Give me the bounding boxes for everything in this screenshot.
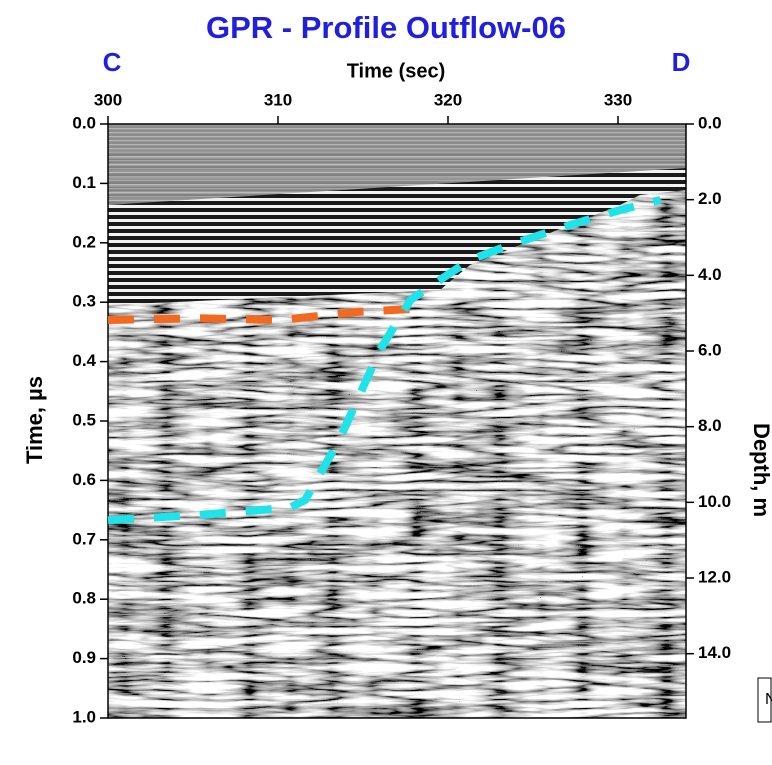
y-tick-label: 0.0 [72, 113, 96, 132]
y2-tick-label: 4.0 [698, 265, 722, 284]
x-axis-title: Time (sec) [347, 60, 446, 82]
y2-tick-label: 14.0 [698, 643, 731, 662]
y2-tick-label: 6.0 [698, 340, 722, 359]
chart-title: GPR - Profile Outflow-06 [206, 10, 566, 45]
y2-tick-label: 0.0 [698, 113, 722, 132]
y-tick-label: 0.6 [72, 470, 96, 489]
y-axis-title: Time, µs [22, 376, 47, 464]
y-tick-label: 0.5 [72, 410, 96, 429]
y-tick-label: 0.4 [72, 351, 96, 370]
y-tick-label: 0.7 [72, 529, 96, 548]
x-tick-label: 310 [264, 90, 292, 109]
annotation: C [103, 47, 122, 77]
y2-tick-label: 8.0 [698, 416, 722, 435]
y-tick-label: 0.2 [72, 232, 96, 251]
y-tick-label: 0.9 [72, 648, 96, 667]
x-tick-label: 330 [604, 90, 632, 109]
y-tick-label: 1.0 [72, 707, 96, 726]
y-tick-label: 0.8 [72, 589, 96, 608]
radargram [108, 124, 686, 718]
interpretation-line [107, 196, 662, 525]
x-tick-label: 300 [94, 90, 122, 109]
interpretation-line [107, 304, 430, 325]
x-tick-label: 320 [434, 90, 462, 109]
y-tick-label: 0.1 [72, 173, 96, 192]
annotation: N [765, 691, 772, 708]
y2-tick-label: 12.0 [698, 567, 731, 586]
annotation: D [672, 47, 691, 77]
y-tick-label: 0.3 [72, 292, 96, 311]
y2-tick-label: 10.0 [698, 492, 731, 511]
air-wave [108, 150, 686, 205]
legend-box [757, 677, 772, 723]
y2-axis-title: Depth, m [749, 423, 772, 517]
air-wave [108, 124, 686, 150]
y2-tick-label: 2.0 [698, 189, 722, 208]
